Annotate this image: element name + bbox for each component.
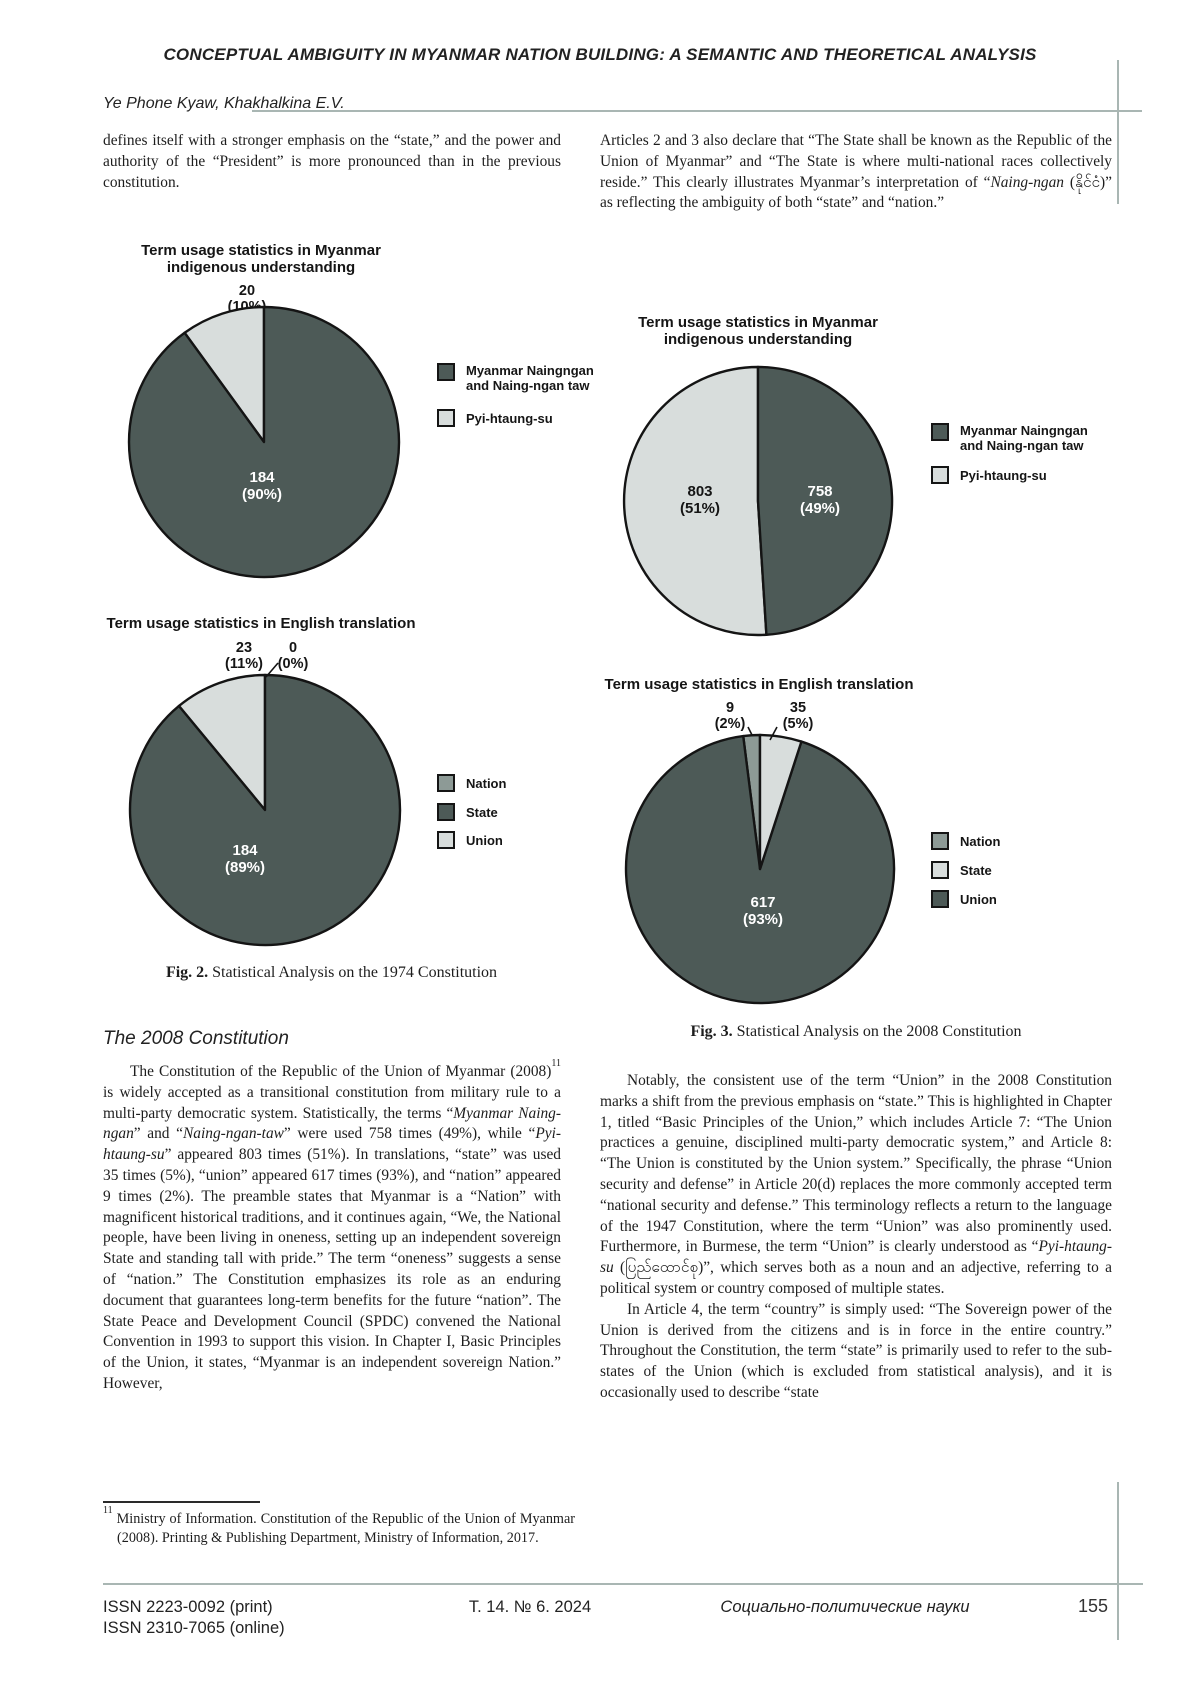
- page-number: 155: [1077, 1596, 1108, 1616]
- legend-label: Union: [466, 832, 503, 848]
- legend-swatch: [437, 831, 455, 849]
- chart4-legend-item: State: [931, 861, 992, 879]
- chart3-title: Term usage statistics in Myanmar indigen…: [638, 314, 878, 348]
- chart2-slice-label-state: 184 (89%): [224, 842, 265, 876]
- legend-swatch: [931, 466, 949, 484]
- chart3-legend-item: Pyi-htaung-su: [931, 466, 1047, 484]
- pie-slice: [127, 305, 401, 579]
- footnote: 11 Ministry of Information. Constitution…: [103, 1505, 575, 1547]
- chart4-title: Term usage statistics in English transla…: [604, 676, 914, 693]
- chart2-legend-item: Union: [437, 831, 503, 849]
- legend-swatch: [931, 861, 949, 879]
- legend-swatch: [931, 890, 949, 908]
- legend-label: State: [960, 862, 992, 878]
- pie-slice: [177, 673, 267, 812]
- legend-label: Myanmar Naingngan and Naing-ngan taw: [960, 423, 1088, 453]
- legend-swatch: [437, 409, 455, 427]
- chart4-slice-label-nation: 9 (2%): [714, 700, 746, 732]
- pie-slice: [128, 673, 402, 947]
- footer-volume: Т. 14. № 6. 2024: [468, 1598, 592, 1616]
- legend-label: Pyi-htaung-su: [466, 410, 553, 426]
- section-heading: The 2008 Constitution: [103, 1028, 289, 1049]
- footnote-rule: [103, 1501, 260, 1503]
- legend-label: Pyi-htaung-su: [960, 467, 1047, 483]
- pie-chart-1974-english: [128, 662, 402, 947]
- chart4-slice-label-state: 35 (5%): [782, 700, 814, 732]
- authors-line: Ye Phone Kyaw, Khakhalkina E.V.: [103, 95, 345, 112]
- paragraph: In Article 4, the term “country” is simp…: [600, 1300, 1112, 1401]
- pie-chart-1974-myanmar: [127, 305, 401, 579]
- chart2-slice-label-union: 0 (0%): [277, 640, 309, 672]
- legend-swatch: [931, 423, 949, 441]
- pie-slice: [622, 365, 768, 637]
- legend-label: State: [466, 804, 498, 820]
- pie-slice: [756, 365, 894, 636]
- margin-rule-bottom: [1117, 1482, 1119, 1640]
- legend-swatch: [437, 803, 455, 821]
- margin-rule-top: [1117, 60, 1119, 204]
- pie-chart-2008-myanmar: [622, 365, 894, 637]
- legend-label: Myanmar Naingngan and Naing-ngan taw: [466, 363, 594, 393]
- chart2-legend-item: State: [437, 803, 498, 821]
- pie-slice: [183, 305, 266, 444]
- chart3-slice-label-pyi: 803 (51%): [679, 483, 720, 517]
- chart1-title: Term usage statistics in Myanmar indigen…: [141, 242, 381, 276]
- legend-swatch: [437, 774, 455, 792]
- pie-chart-2008-english: [624, 726, 896, 1005]
- legend-swatch: [931, 832, 949, 850]
- chart1-slice-label-naingngan: 184 (90%): [241, 469, 282, 503]
- chart4-slice-label-union: 617 (93%): [742, 894, 783, 928]
- chart2-title: Term usage statistics in English transla…: [106, 615, 416, 632]
- left-column-top: defines itself with a stronger emphasis …: [103, 131, 561, 193]
- footer-rule: [103, 1583, 1143, 1585]
- left-column-section: The Constitution of the Republic of the …: [103, 1057, 561, 1395]
- paragraph: Notably, the consistent use of the term …: [600, 1072, 1112, 1297]
- chart1-legend-item: Myanmar Naingngan and Naing-ngan taw: [437, 363, 606, 393]
- fig3-caption: Fig. 3. Statistical Analysis on the 2008…: [690, 1023, 1022, 1040]
- fig2-caption: Fig. 2. Statistical Analysis on the 1974…: [165, 964, 498, 981]
- legend-swatch: [437, 363, 455, 381]
- leader-line: [265, 662, 279, 678]
- right-column-top: Articles 2 and 3 also declare that “The …: [600, 131, 1112, 214]
- chart2-legend-item: Nation: [437, 774, 506, 792]
- right-column-lower: Notably, the consistent use of the term …: [600, 1071, 1112, 1404]
- leader-line: [747, 726, 753, 736]
- footer-journal-title: Социально-политические науки: [720, 1598, 970, 1616]
- chart2-slice-label-nation: 23 (11%): [225, 640, 263, 672]
- legend-label: Union: [960, 891, 997, 907]
- legend-label: Nation: [466, 775, 507, 791]
- paragraph: defines itself with a stronger emphasis …: [103, 132, 561, 191]
- issn-online: ISSN 2310-7065 (online): [103, 1619, 285, 1637]
- pie-slice: [758, 733, 803, 871]
- page-title: CONCEPTUAL AMBIGUITY IN MYANMAR NATION B…: [163, 45, 1037, 64]
- legend-label: Nation: [960, 833, 1001, 849]
- leader-line: [769, 726, 778, 741]
- paragraph: Articles 2 and 3 also declare that “The …: [600, 132, 1112, 212]
- chart3-legend-item: Myanmar Naingngan and Naing-ngan taw: [931, 423, 1100, 453]
- chart4-legend-item: Union: [931, 890, 997, 908]
- paragraph: The Constitution of the Republic of the …: [103, 1057, 561, 1392]
- issn-print: ISSN 2223-0092 (print): [103, 1598, 273, 1616]
- chart4-legend-item: Nation: [931, 832, 1000, 850]
- chart3-slice-label-naingngan: 758 (49%): [799, 483, 840, 517]
- header-rule: [252, 110, 1142, 112]
- chart1-legend-item: Pyi-htaung-su: [437, 409, 553, 427]
- footer-issn: ISSN 2223-0092 (print) ISSN 2310-7065 (o…: [103, 1597, 285, 1639]
